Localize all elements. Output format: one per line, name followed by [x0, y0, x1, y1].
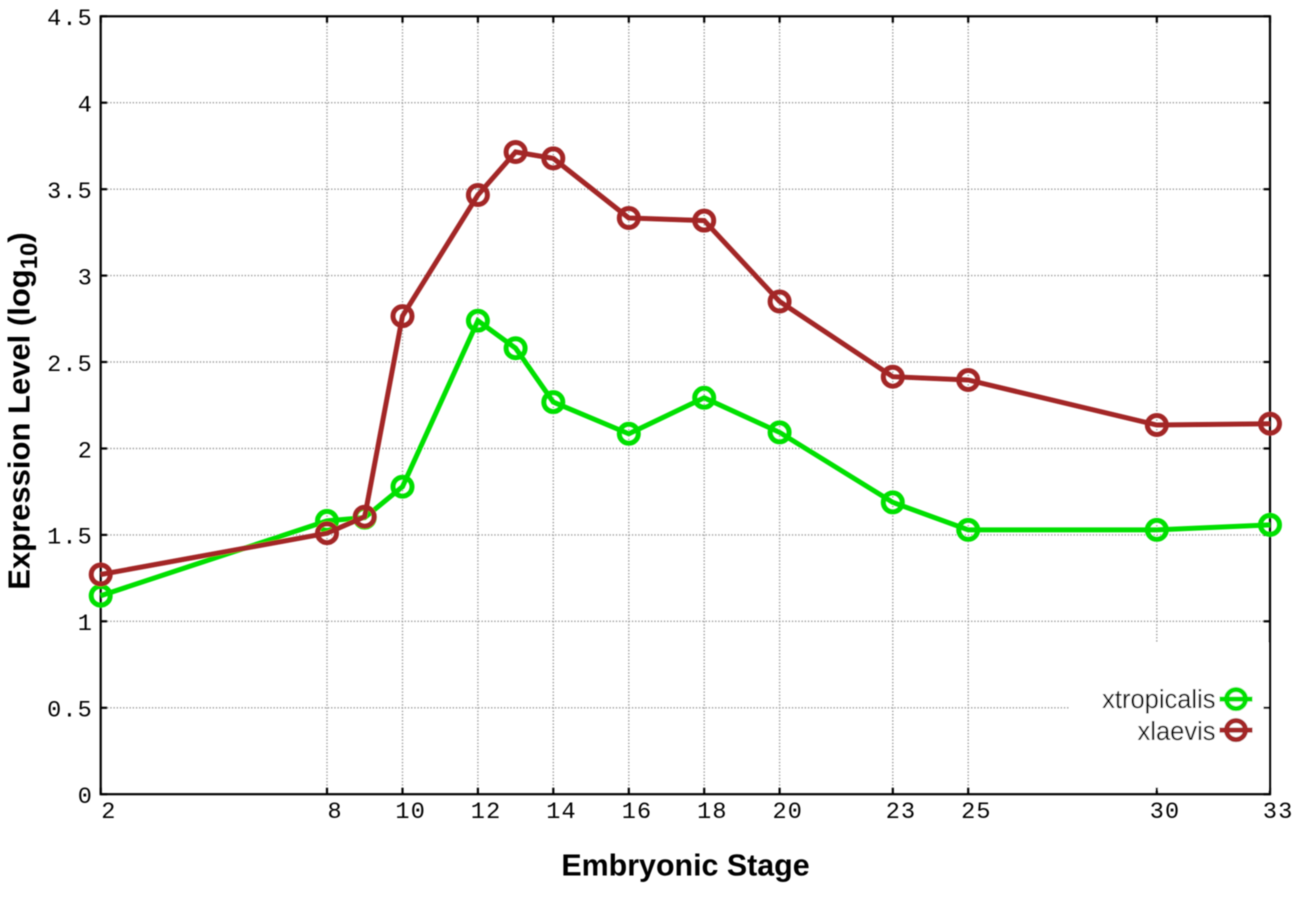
svg-text:20: 20 [772, 799, 803, 826]
svg-text:3: 3 [78, 265, 93, 292]
svg-text:0: 0 [78, 784, 93, 811]
svg-text:0.5: 0.5 [47, 698, 93, 725]
svg-text:30: 30 [1150, 799, 1181, 826]
svg-text:Embryonic Stage: Embryonic Stage [561, 849, 809, 883]
svg-text:1: 1 [78, 611, 93, 638]
svg-text:8: 8 [328, 799, 343, 826]
svg-text:12: 12 [471, 799, 502, 826]
svg-text:2: 2 [101, 799, 116, 826]
svg-text:23: 23 [886, 799, 917, 826]
svg-text:10: 10 [395, 799, 426, 826]
svg-text:Expression Level (log10): Expression Level (log10) [2, 232, 44, 589]
svg-text:xlaevis: xlaevis [1138, 718, 1216, 746]
svg-text:4.5: 4.5 [47, 6, 93, 33]
svg-text:1.5: 1.5 [47, 525, 93, 552]
svg-text:4: 4 [78, 93, 93, 120]
svg-text:14: 14 [546, 799, 577, 826]
svg-text:16: 16 [622, 799, 653, 826]
svg-text:18: 18 [697, 799, 728, 826]
svg-text:25: 25 [961, 799, 992, 826]
svg-text:xtropicalis: xtropicalis [1102, 686, 1215, 714]
svg-text:3.5: 3.5 [47, 179, 93, 206]
svg-text:2: 2 [78, 438, 93, 465]
svg-text:2.5: 2.5 [47, 352, 93, 379]
svg-text:33: 33 [1263, 799, 1294, 826]
